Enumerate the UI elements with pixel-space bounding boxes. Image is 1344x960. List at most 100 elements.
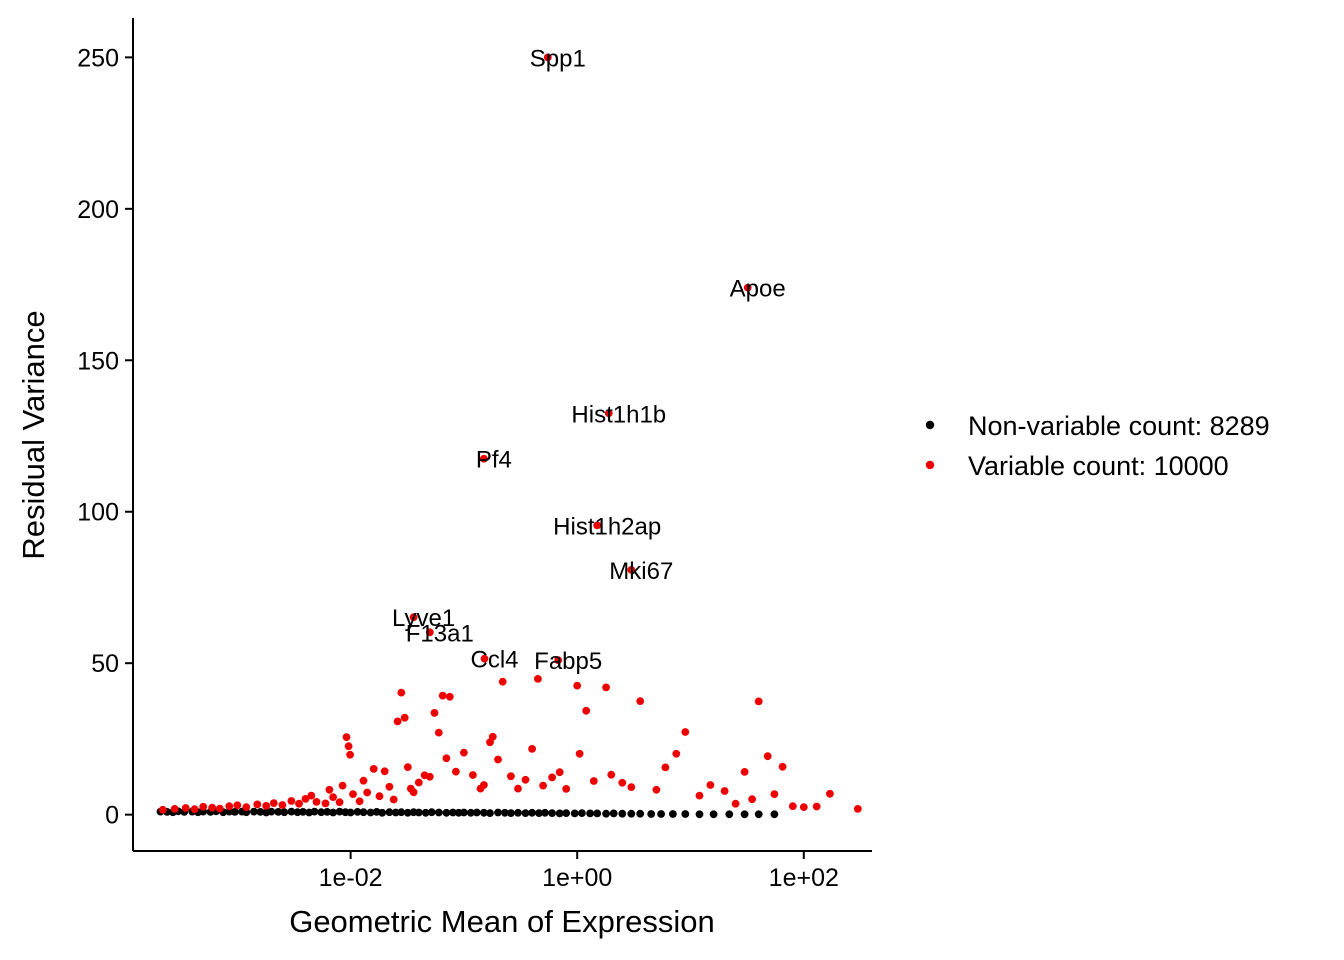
point-s0-68 bbox=[593, 809, 602, 818]
point-s0-11 bbox=[225, 807, 234, 816]
point-s1-7 bbox=[225, 802, 234, 811]
point-s1-11 bbox=[262, 802, 271, 810]
point-s1-38 bbox=[400, 713, 409, 722]
point-s1-86 bbox=[748, 795, 756, 804]
point-s1-3 bbox=[190, 805, 199, 814]
point-s1-21 bbox=[329, 793, 337, 801]
point-s0-18 bbox=[267, 807, 276, 816]
legend-label-1: Variable count: 10000 bbox=[968, 451, 1229, 481]
point-s1-91 bbox=[788, 802, 797, 811]
ticks: 1e-02 1e+00 1e+02 0 50 100 150 200 250 bbox=[77, 44, 839, 892]
labeled-point-2 bbox=[604, 409, 613, 418]
point-s1-76 bbox=[636, 697, 645, 705]
point-s1-77 bbox=[652, 785, 661, 794]
point-s0-69 bbox=[602, 809, 610, 818]
point-s0-58 bbox=[521, 809, 530, 817]
point-s0-65 bbox=[570, 809, 579, 818]
point-s1-4 bbox=[199, 802, 208, 811]
point-s0-40 bbox=[403, 808, 412, 817]
point-s0-43 bbox=[421, 808, 430, 817]
point-s1-22 bbox=[335, 798, 344, 807]
x-tick-label-2: 1e+02 bbox=[769, 864, 839, 892]
point-s1-79 bbox=[672, 749, 681, 758]
labeled-point-8 bbox=[480, 654, 489, 663]
point-s0-60 bbox=[535, 809, 543, 817]
point-s1-50 bbox=[452, 767, 460, 776]
labeled-point-3 bbox=[480, 454, 488, 463]
labeled-point-9 bbox=[554, 656, 563, 665]
point-s1-56 bbox=[488, 732, 497, 741]
point-s1-30 bbox=[363, 788, 372, 797]
point-s0-42 bbox=[414, 808, 423, 817]
point-s1-61 bbox=[521, 775, 530, 784]
y-axis-title: Residual Variance bbox=[16, 310, 51, 559]
point-s1-70 bbox=[582, 706, 591, 715]
points-layer bbox=[156, 675, 862, 819]
point-s1-80 bbox=[681, 728, 690, 736]
point-s0-77 bbox=[681, 810, 690, 818]
point-s1-27 bbox=[349, 790, 357, 798]
point-s1-35 bbox=[389, 795, 398, 804]
legend-key-1 bbox=[925, 460, 935, 470]
point-s1-28 bbox=[355, 797, 364, 806]
point-s1-71 bbox=[589, 777, 598, 785]
point-s1-25 bbox=[344, 742, 353, 751]
legend: Non-variable count: 8289 Variable count: … bbox=[925, 411, 1270, 481]
point-s0-73 bbox=[636, 809, 645, 818]
point-s1-78 bbox=[661, 763, 670, 772]
point-s0-22 bbox=[293, 808, 302, 817]
x-tick-label-0: 1e-02 bbox=[319, 864, 383, 892]
labeled-point-6 bbox=[409, 613, 418, 622]
gene-label-fabp5: Fabp5 bbox=[534, 648, 602, 675]
point-s1-44 bbox=[425, 772, 434, 781]
point-s0-76 bbox=[669, 810, 677, 818]
point-s1-89 bbox=[770, 790, 779, 798]
point-s0-66 bbox=[578, 809, 586, 817]
point-s1-83 bbox=[720, 787, 729, 795]
point-s0-16 bbox=[256, 808, 265, 816]
point-s1-41 bbox=[409, 788, 418, 797]
point-s0-23 bbox=[299, 808, 307, 816]
point-s0-19 bbox=[274, 808, 283, 816]
point-s0-62 bbox=[548, 809, 556, 817]
point-s1-1 bbox=[170, 805, 179, 813]
point-s0-72 bbox=[627, 809, 636, 818]
point-s1-33 bbox=[380, 767, 389, 776]
point-s1-64 bbox=[539, 781, 547, 790]
point-s1-18 bbox=[312, 798, 321, 806]
point-s1-34 bbox=[385, 782, 394, 791]
gene-labels: Spp1 Apoe Hist1h1b Pf4 Hist1h2ap Mki67 Lyve1F1… bbox=[392, 45, 786, 675]
gene-label-lyve1: Lyve1 bbox=[392, 605, 455, 632]
point-s1-84 bbox=[731, 799, 740, 808]
y-tick-label-3: 150 bbox=[77, 347, 119, 375]
point-s1-19 bbox=[321, 799, 330, 808]
point-s1-94 bbox=[826, 789, 834, 798]
point-s1-46 bbox=[434, 728, 443, 737]
point-s0-51 bbox=[472, 808, 481, 817]
point-s1-16 bbox=[301, 795, 310, 803]
labeled-point-0 bbox=[543, 53, 552, 62]
point-s0-21 bbox=[287, 807, 296, 816]
point-s1-23 bbox=[338, 781, 347, 790]
point-s1-62 bbox=[528, 745, 536, 753]
point-s1-66 bbox=[555, 768, 564, 777]
y-tick-label-0: 0 bbox=[105, 802, 119, 830]
point-s1-15 bbox=[295, 799, 303, 808]
point-s1-59 bbox=[507, 772, 515, 781]
point-s1-5 bbox=[208, 803, 217, 812]
point-s0-39 bbox=[397, 808, 406, 817]
point-s0-57 bbox=[514, 808, 522, 817]
point-s0-28 bbox=[329, 808, 337, 817]
point-s1-92 bbox=[799, 803, 808, 811]
point-s0-47 bbox=[449, 808, 457, 817]
point-s1-60 bbox=[514, 784, 522, 793]
point-s1-42 bbox=[414, 778, 423, 787]
point-s1-57 bbox=[494, 755, 502, 764]
point-s1-65 bbox=[548, 773, 556, 782]
point-s0-29 bbox=[335, 807, 344, 816]
point-s0-49 bbox=[460, 808, 468, 817]
point-s1-75 bbox=[627, 783, 636, 791]
point-s1-29 bbox=[359, 776, 368, 785]
point-s0-75 bbox=[657, 810, 665, 818]
